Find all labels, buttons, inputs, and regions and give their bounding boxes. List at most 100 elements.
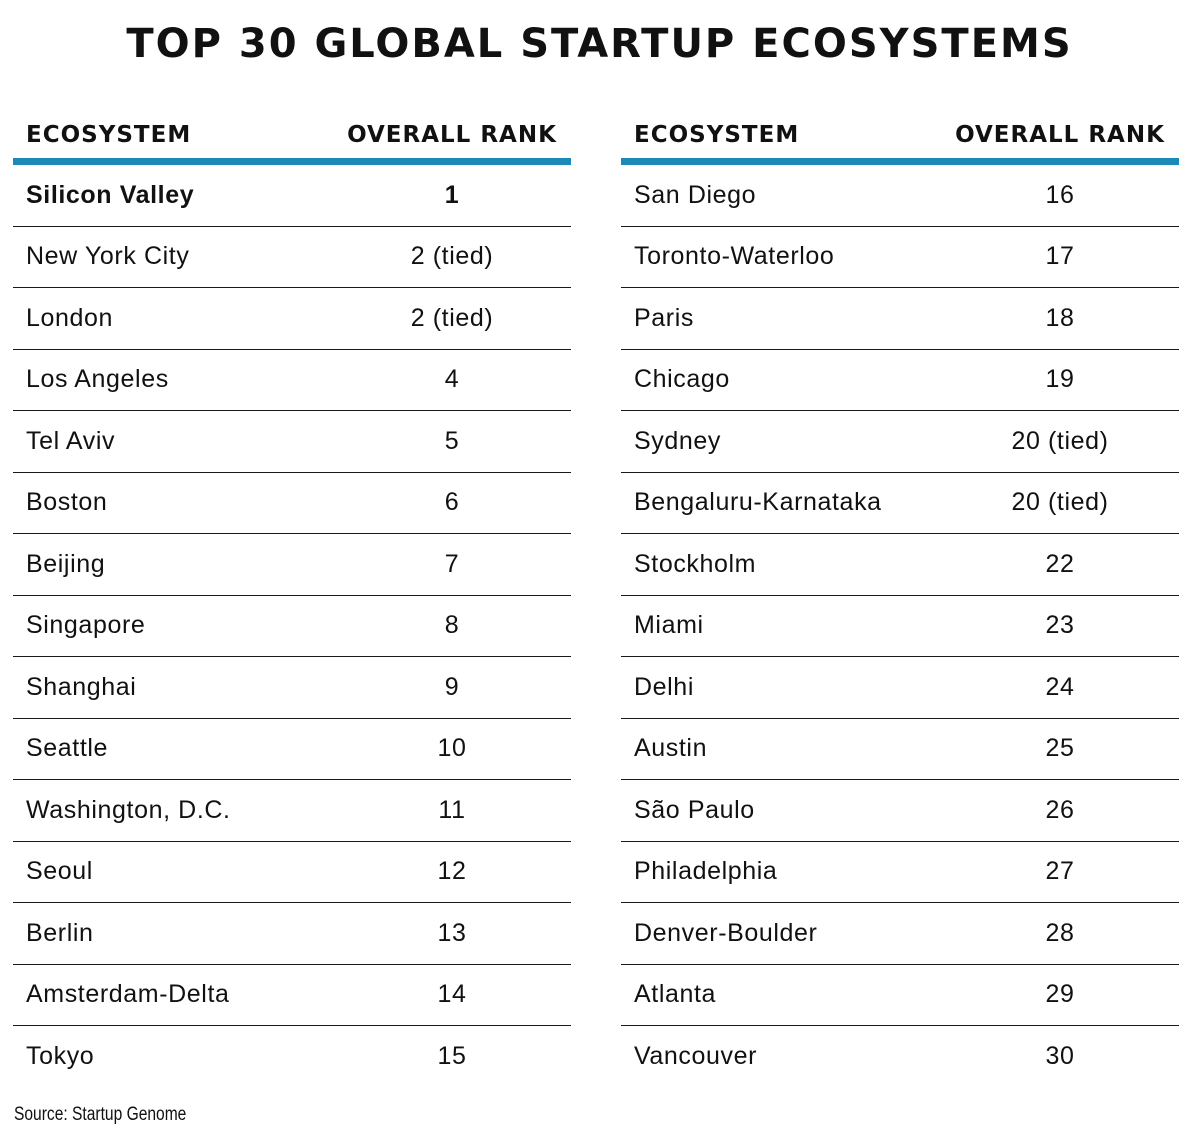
ecosystem-cell: Atlanta [634, 980, 717, 1009]
rank-cell: 2 (tied) [410, 303, 494, 332]
table-row: Philadelphia 27 [621, 842, 1179, 903]
ecosystem-cell: Berlin [26, 918, 94, 947]
ecosystem-cell: Seattle [26, 734, 109, 763]
table-row: Stockholm 22 [621, 534, 1179, 596]
rank-cell: 26 [1045, 795, 1075, 824]
rank-cell: 14 [437, 980, 467, 1009]
table-row: Delhi 24 [621, 657, 1179, 719]
rank-table-right: ECOSYSTEM OVERALL RANK San Diego 16 Toront… [621, 112, 1179, 1088]
table-row: Vancouver 30 [621, 1026, 1179, 1088]
rank-cell: 8 [444, 611, 460, 640]
rank-cell: 12 [437, 857, 467, 886]
rank-cell: 5 [444, 426, 460, 455]
ecosystem-cell: Toronto-Waterloo [634, 242, 835, 271]
table-row: Seattle 10 [13, 719, 571, 780]
table-row: New York City 2 (tied) [13, 227, 571, 288]
rank-cell: 6 [444, 488, 460, 517]
table-row: Washington, D.C. 11 [13, 780, 571, 842]
ecosystem-cell: London [26, 303, 114, 332]
rank-cell: 4 [444, 365, 460, 394]
ecosystem-cell: Shanghai [26, 672, 137, 701]
table-row: Tokyo 15 [13, 1026, 571, 1088]
rank-cell: 2 (tied) [410, 242, 494, 271]
rank-cell: 17 [1045, 242, 1075, 271]
ecosystem-cell: New York City [26, 242, 190, 271]
rank-cell: 16 [1045, 180, 1075, 209]
table-row: Paris 18 [621, 288, 1179, 350]
table-row: Amsterdam-Delta 14 [13, 965, 571, 1026]
table-header: ECOSYSTEM OVERALL RANK [621, 112, 1179, 165]
table-row: Chicago 19 [621, 350, 1179, 411]
ecosystem-cell: Los Angeles [26, 365, 169, 394]
column-header-ecosystem: ECOSYSTEM [634, 122, 800, 148]
table-row: Sydney 20 (tied) [621, 411, 1179, 473]
rank-cell: 25 [1045, 734, 1075, 763]
ecosystem-cell: Boston [26, 488, 108, 517]
rank-cell: 1 [444, 180, 460, 209]
ecosystem-cell: Amsterdam-Delta [26, 980, 230, 1009]
ecosystem-cell: Vancouver [634, 1042, 758, 1071]
table-row: Tel Aviv 5 [13, 411, 571, 473]
rank-cell: 11 [438, 795, 466, 824]
table-row: Bengaluru-Karnataka 20 (tied) [621, 473, 1179, 534]
column-header-overall-rank: OVERALL RANK [347, 122, 557, 148]
ecosystem-cell: Tokyo [26, 1042, 95, 1071]
ecosystem-cell: São Paulo [634, 795, 755, 824]
rank-cell: 27 [1045, 857, 1075, 886]
table-row: Denver-Boulder 28 [621, 903, 1179, 965]
ecosystem-cell: Philadelphia [634, 857, 778, 886]
ecosystem-cell: Washington, D.C. [26, 795, 231, 824]
rank-cell: 9 [444, 672, 460, 701]
rank-table-left: ECOSYSTEM OVERALL RANK Silicon Valley 1 Ne… [13, 112, 571, 1088]
ecosystem-cell: Seoul [26, 857, 93, 886]
table-row: Shanghai 9 [13, 657, 571, 719]
rank-cell: 20 (tied) [1011, 426, 1109, 455]
rank-cell: 20 (tied) [1011, 488, 1109, 517]
ecosystem-cell: Sydney [634, 426, 721, 455]
table-row: Berlin 13 [13, 903, 571, 965]
table-row: London 2 (tied) [13, 288, 571, 350]
table-row: San Diego 16 [621, 165, 1179, 227]
rank-cell: 29 [1045, 980, 1075, 1009]
rank-cell: 22 [1045, 549, 1075, 578]
rank-cell: 24 [1045, 672, 1075, 701]
table-row: Singapore 8 [13, 596, 571, 657]
ecosystem-cell: Beijing [26, 549, 106, 578]
rank-cell: 19 [1045, 365, 1075, 394]
column-header-overall-rank: OVERALL RANK [955, 122, 1165, 148]
column-header-ecosystem: ECOSYSTEM [26, 122, 192, 148]
table-body: Silicon Valley 1 New York City 2 (tied) Lond… [13, 165, 571, 1088]
table-row: Seoul 12 [13, 842, 571, 903]
table-row: Boston 6 [13, 473, 571, 534]
rank-cell: 13 [437, 918, 467, 947]
ecosystem-cell: Singapore [26, 611, 146, 640]
ecosystem-cell: Chicago [634, 365, 730, 394]
ecosystem-cell: Delhi [634, 672, 694, 701]
rank-cell: 28 [1045, 918, 1075, 947]
rank-cell: 15 [437, 1042, 467, 1071]
source-note: Source: Startup Genome [14, 1104, 187, 1125]
table-row: São Paulo 26 [621, 780, 1179, 842]
table-row: Beijing 7 [13, 534, 571, 596]
ecosystem-cell: Bengaluru-Karnataka [634, 488, 882, 517]
ecosystem-cell: Stockholm [634, 549, 757, 578]
ecosystem-cell: Austin [634, 734, 708, 763]
table-row: Los Angeles 4 [13, 350, 571, 411]
table-row: Toronto-Waterloo 17 [621, 227, 1179, 288]
ecosystem-cell: Silicon Valley [26, 180, 195, 209]
ecosystem-cell: Paris [634, 303, 694, 332]
table-row: Silicon Valley 1 [13, 165, 571, 227]
ecosystem-cell: Miami [634, 611, 704, 640]
table-row: Austin 25 [621, 719, 1179, 780]
table-body: San Diego 16 Toronto-Waterloo 17 Paris 18 Chic… [621, 165, 1179, 1088]
table-row: Miami 23 [621, 596, 1179, 657]
rank-cell: 18 [1045, 303, 1075, 332]
table-row: Atlanta 29 [621, 965, 1179, 1026]
ecosystem-cell: Denver-Boulder [634, 918, 818, 947]
ecosystem-cell: Tel Aviv [26, 426, 116, 455]
chart-title: TOP 30 GLOBAL STARTUP ECOSYSTEMS [126, 21, 1073, 67]
rank-cell: 10 [437, 734, 467, 763]
rank-cell: 23 [1045, 611, 1075, 640]
rank-cell: 7 [444, 549, 460, 578]
rank-cell: 30 [1045, 1042, 1075, 1071]
